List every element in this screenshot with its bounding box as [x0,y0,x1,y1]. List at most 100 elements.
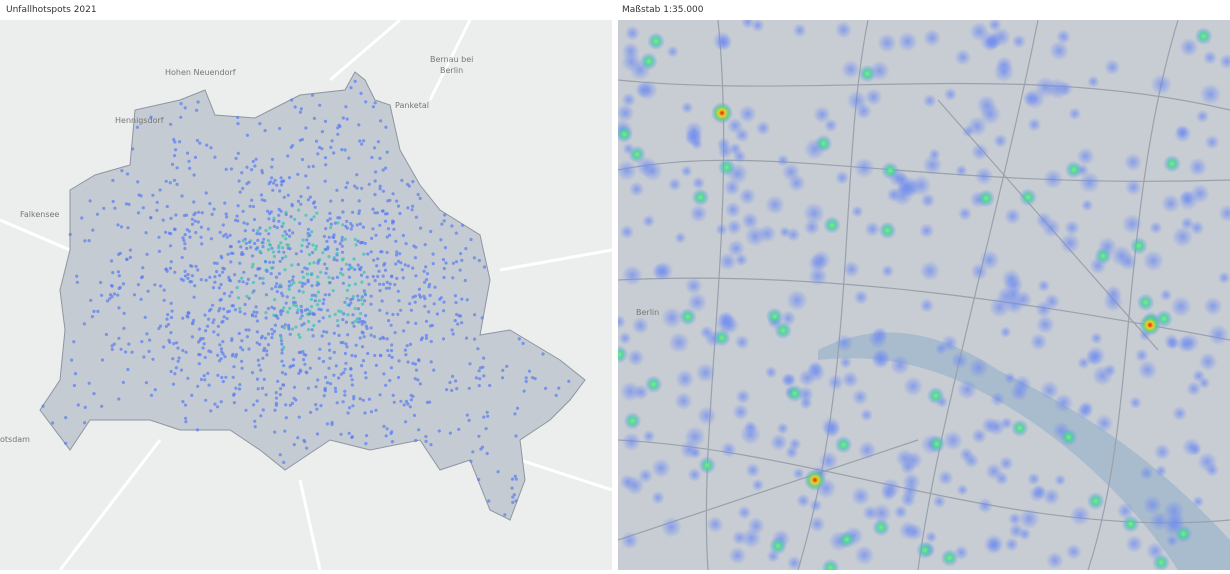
spot [207,309,212,313]
spot [346,333,350,337]
spot [271,250,276,254]
spot [1010,419,1029,438]
spot [256,387,260,391]
spot [619,381,641,402]
spot [181,400,185,404]
spot [328,382,333,386]
spot [314,247,318,251]
spot [369,326,373,330]
spot [197,362,201,366]
spot [480,445,485,449]
spot [281,221,285,225]
spot [116,270,120,274]
spot [347,275,352,279]
spot [358,139,362,143]
spot [332,233,336,237]
spot [110,283,114,288]
spot [226,252,230,256]
spot [968,357,989,379]
spot [384,212,388,216]
spot [986,537,1002,553]
spot [195,428,200,432]
spot [100,404,104,408]
spot [222,292,226,296]
spot [343,237,347,241]
spot [744,225,766,247]
spot [619,473,636,490]
spot [454,301,458,305]
spot [1027,472,1041,486]
spot [256,238,260,242]
spot [278,189,282,193]
spot [241,348,245,352]
spot [335,258,339,262]
spot [332,350,336,354]
spot [1095,414,1114,433]
spot [642,429,656,443]
spot [169,216,173,220]
spot [1207,324,1230,346]
spot [290,282,294,287]
spot [397,359,401,363]
spot [668,331,690,354]
spot [196,268,200,272]
spot [637,468,654,484]
spot [381,168,385,172]
spot [273,178,277,182]
spot [323,179,327,183]
spot [342,371,346,375]
spot [337,123,341,127]
spot [298,138,302,142]
spot [424,336,428,340]
spot [117,336,121,340]
spot [344,342,348,346]
spot [268,226,272,230]
spot [336,221,340,225]
spot [247,240,252,244]
spot [297,371,301,375]
spot [487,499,491,503]
spot [200,211,204,215]
spot [95,212,99,216]
spot [413,294,417,298]
spot [327,366,331,370]
spot [292,281,296,285]
spot [216,324,220,328]
spot [315,407,319,411]
spot [390,349,394,353]
spot [740,211,760,230]
spot [237,279,241,283]
spot [321,316,325,320]
spot [275,183,279,187]
spot [274,401,278,405]
spot [111,271,115,275]
spot [326,245,330,249]
spot [120,169,124,173]
spot [261,241,265,245]
spot [1042,168,1064,190]
spot [482,374,486,378]
spot [341,273,345,277]
spot [279,312,283,317]
spot [738,104,757,124]
spot [385,427,389,431]
spot [236,204,240,208]
spot [296,262,300,267]
spot [300,157,305,162]
spot [288,234,292,238]
spot [684,128,702,147]
spot [621,42,640,60]
spot [675,369,695,389]
spot [412,244,416,248]
spot [993,61,1015,83]
spot [275,290,279,294]
spot [437,429,441,433]
spot [261,276,265,280]
spot [343,351,347,356]
spot [477,258,481,263]
spot [264,311,268,315]
spot [776,154,790,167]
spot [867,329,888,350]
spot [108,297,112,301]
spot [237,387,242,391]
